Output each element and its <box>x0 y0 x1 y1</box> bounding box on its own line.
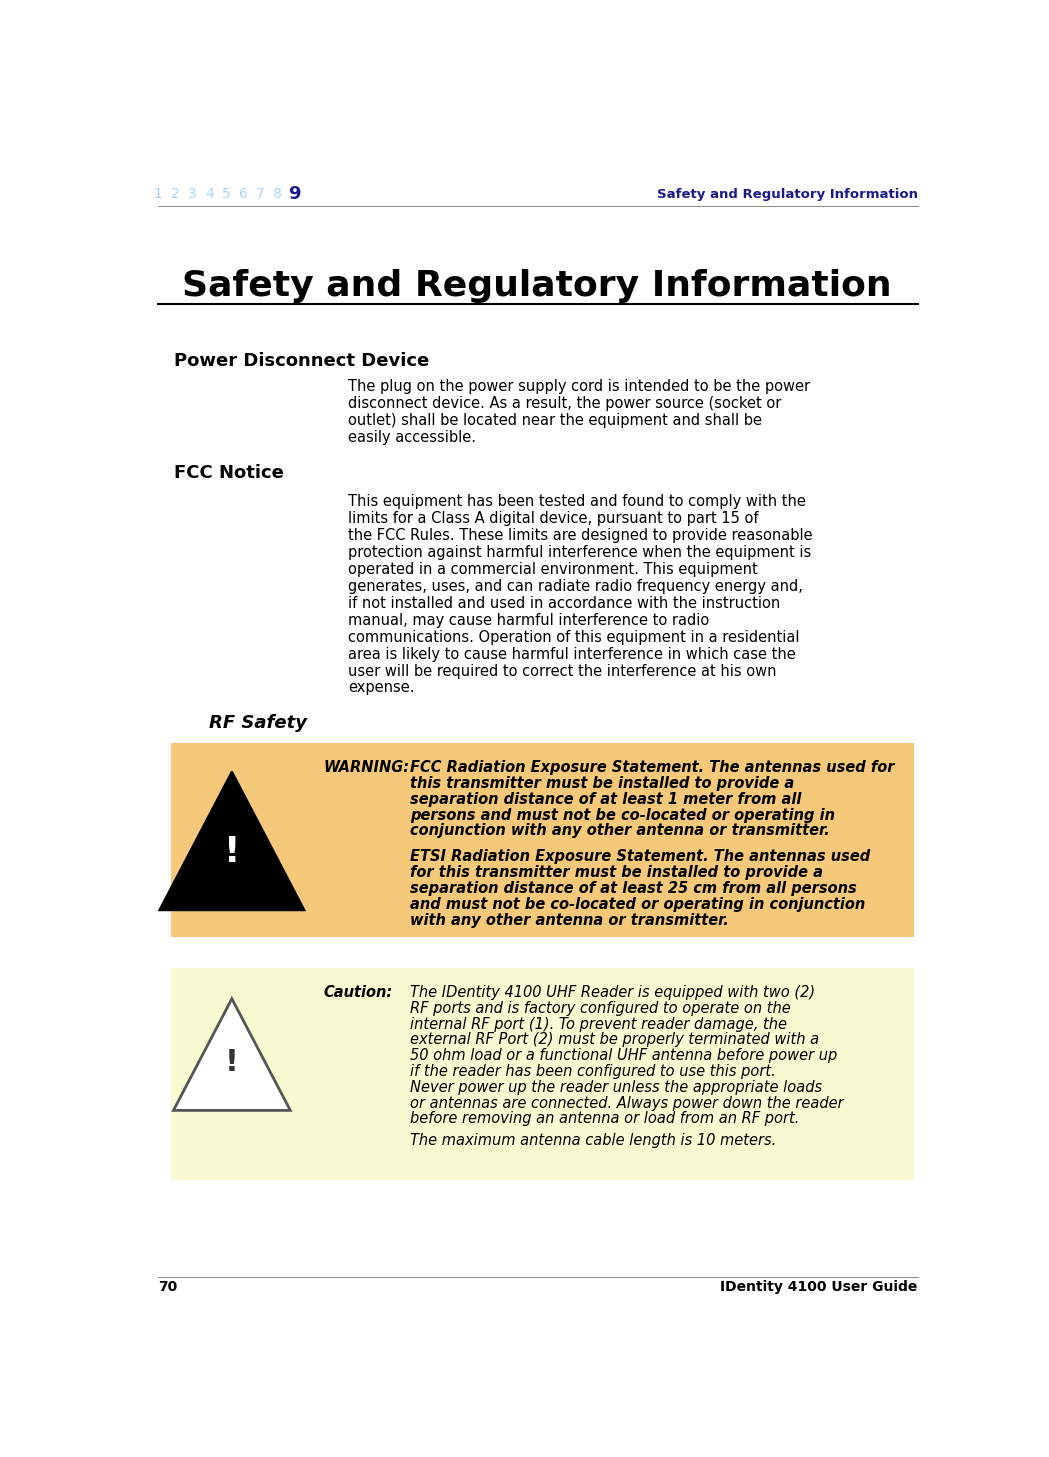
Text: Safety and Regulatory Information: Safety and Regulatory Information <box>183 270 892 303</box>
Text: 2: 2 <box>171 186 179 201</box>
Text: 5: 5 <box>222 186 231 201</box>
Text: 50 ohm load or a functional UHF antenna before power up: 50 ohm load or a functional UHF antenna … <box>410 1048 837 1064</box>
Text: conjunction with any other antenna or transmitter.: conjunction with any other antenna or tr… <box>410 823 830 838</box>
Text: The plug on the power supply cord is intended to be the power: The plug on the power supply cord is int… <box>348 379 810 393</box>
Text: with any other antenna or transmitter.: with any other antenna or transmitter. <box>410 912 729 928</box>
Text: !: ! <box>223 835 240 870</box>
Text: limits for a Class A digital device, pursuant to part 15 of: limits for a Class A digital device, pur… <box>348 511 758 526</box>
Text: WARNING:: WARNING: <box>323 761 409 775</box>
Text: ETSI Radiation Exposure Statement. The antennas used: ETSI Radiation Exposure Statement. The a… <box>410 849 871 864</box>
Text: FCC Notice: FCC Notice <box>174 463 283 482</box>
Text: protection against harmful interference when the equipment is: protection against harmful interference … <box>348 545 811 559</box>
Polygon shape <box>173 998 291 1110</box>
Text: 1: 1 <box>154 186 163 201</box>
Text: IDentity 4100 User Guide: IDentity 4100 User Guide <box>721 1281 918 1294</box>
Text: communications. Operation of this equipment in a residential: communications. Operation of this equipm… <box>348 629 799 645</box>
Text: internal RF port (1). To prevent reader damage, the: internal RF port (1). To prevent reader … <box>410 1017 787 1032</box>
Text: 3: 3 <box>188 186 197 201</box>
Text: user will be required to correct the interference at his own: user will be required to correct the int… <box>348 663 776 679</box>
Text: generates, uses, and can radiate radio frequency energy and,: generates, uses, and can radiate radio f… <box>348 578 802 594</box>
Text: 8: 8 <box>273 186 282 201</box>
Text: 70: 70 <box>158 1281 177 1294</box>
Text: This equipment has been tested and found to comply with the: This equipment has been tested and found… <box>348 494 806 510</box>
Text: RF Safety: RF Safety <box>209 714 306 731</box>
Text: area is likely to cause harmful interference in which case the: area is likely to cause harmful interfer… <box>348 647 796 661</box>
Text: manual, may cause harmful interference to radio: manual, may cause harmful interference t… <box>348 613 709 628</box>
Text: before removing an antenna or load from an RF port.: before removing an antenna or load from … <box>410 1112 799 1126</box>
Text: 9: 9 <box>288 185 301 203</box>
Text: operated in a commercial environment. This equipment: operated in a commercial environment. Th… <box>348 562 757 577</box>
Bar <box>171 967 914 1180</box>
Bar <box>171 743 914 937</box>
Text: 6: 6 <box>239 186 248 201</box>
Text: external RF Port (2) must be properly terminated with a: external RF Port (2) must be properly te… <box>410 1033 819 1048</box>
Text: expense.: expense. <box>348 680 414 695</box>
Text: if not installed and used in accordance with the instruction: if not installed and used in accordance … <box>348 596 780 610</box>
Text: Power Disconnect Device: Power Disconnect Device <box>174 353 429 370</box>
Text: The IDentity 4100 UHF Reader is equipped with two (2): The IDentity 4100 UHF Reader is equipped… <box>410 985 815 1000</box>
Text: Caution:: Caution: <box>323 985 392 1000</box>
Text: The maximum antenna cable length is 10 meters.: The maximum antenna cable length is 10 m… <box>410 1134 776 1148</box>
Text: persons and must not be co-located or operating in: persons and must not be co-located or op… <box>410 807 835 823</box>
Text: easily accessible.: easily accessible. <box>348 430 476 444</box>
Polygon shape <box>159 772 304 911</box>
Text: !: ! <box>224 1048 239 1077</box>
Text: separation distance of at least 1 meter from all: separation distance of at least 1 meter … <box>410 791 801 807</box>
Text: for this transmitter must be installed to provide a: for this transmitter must be installed t… <box>410 865 823 880</box>
Text: outlet) shall be located near the equipment and shall be: outlet) shall be located near the equipm… <box>348 412 763 428</box>
Text: RF ports and is factory configured to operate on the: RF ports and is factory configured to op… <box>410 1001 791 1016</box>
Text: this transmitter must be installed to provide a: this transmitter must be installed to pr… <box>410 777 794 791</box>
Text: Safety and Regulatory Information: Safety and Regulatory Information <box>657 188 918 201</box>
Text: 7: 7 <box>256 186 265 201</box>
Text: FCC Radiation Exposure Statement. The antennas used for: FCC Radiation Exposure Statement. The an… <box>410 761 895 775</box>
Text: separation distance of at least 25 cm from all persons: separation distance of at least 25 cm fr… <box>410 881 857 896</box>
Text: Never power up the reader unless the appropriate loads: Never power up the reader unless the app… <box>410 1080 822 1094</box>
Text: disconnect device. As a result, the power source (socket or: disconnect device. As a result, the powe… <box>348 396 782 411</box>
Text: 4: 4 <box>205 186 214 201</box>
Text: or antennas are connected. Always power down the reader: or antennas are connected. Always power … <box>410 1096 843 1110</box>
Text: if the reader has been configured to use this port.: if the reader has been configured to use… <box>410 1064 776 1080</box>
Text: the FCC Rules. These limits are designed to provide reasonable: the FCC Rules. These limits are designed… <box>348 529 813 543</box>
Text: and must not be co-located or operating in conjunction: and must not be co-located or operating … <box>410 898 865 912</box>
